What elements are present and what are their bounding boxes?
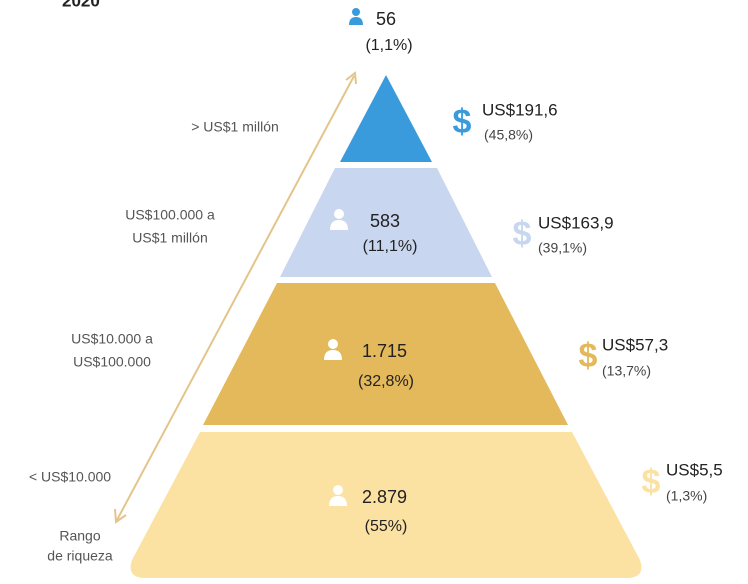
axis-label: Rango: [59, 528, 100, 544]
axis-label: de riqueza: [47, 548, 113, 564]
population: 583: [370, 211, 400, 231]
currency-icon: $: [642, 463, 661, 501]
range-label: > US$1 millón: [191, 119, 279, 135]
population-share: (11,1%): [363, 238, 418, 255]
range-label: US$100.000: [73, 354, 151, 370]
wealth: US$191,6: [482, 100, 558, 119]
wealth-share: (45,8%): [484, 127, 533, 143]
wealth-share: (1,3%): [666, 488, 707, 504]
population: 2.879: [362, 487, 407, 507]
person-icon: [349, 8, 363, 25]
population-share: (1,1%): [365, 37, 412, 54]
tier-2: [280, 168, 492, 277]
currency-icon: $: [579, 337, 598, 375]
person-icon: [329, 485, 347, 506]
person-icon: [330, 209, 348, 230]
wealth: US$5,5: [666, 460, 723, 479]
tier-1: [340, 75, 432, 162]
range-label: < US$10.000: [29, 469, 111, 485]
wealth-share: (39,1%): [538, 240, 587, 256]
tier-4: [130, 432, 642, 578]
population: 1.715: [362, 341, 407, 361]
population: 56: [376, 9, 396, 29]
range-label: US$1 millón: [132, 230, 207, 246]
wealth: US$57,3: [602, 335, 668, 354]
currency-icon: $: [513, 215, 532, 253]
title: 2020: [62, 0, 100, 10]
arrow-head: [345, 71, 357, 85]
population-share: (55%): [365, 518, 408, 535]
wealth-share: (13,7%): [602, 363, 651, 379]
population-share: (32,8%): [358, 373, 414, 390]
range-arrow: [116, 75, 355, 521]
tier-3: [203, 283, 568, 425]
arrow-head: [114, 508, 127, 524]
range-label: US$100.000 a: [125, 207, 215, 223]
wealth: US$163,9: [538, 213, 614, 232]
range-label: US$10.000 a: [71, 331, 153, 347]
currency-icon: $: [453, 103, 472, 141]
person-icon: [324, 339, 342, 360]
